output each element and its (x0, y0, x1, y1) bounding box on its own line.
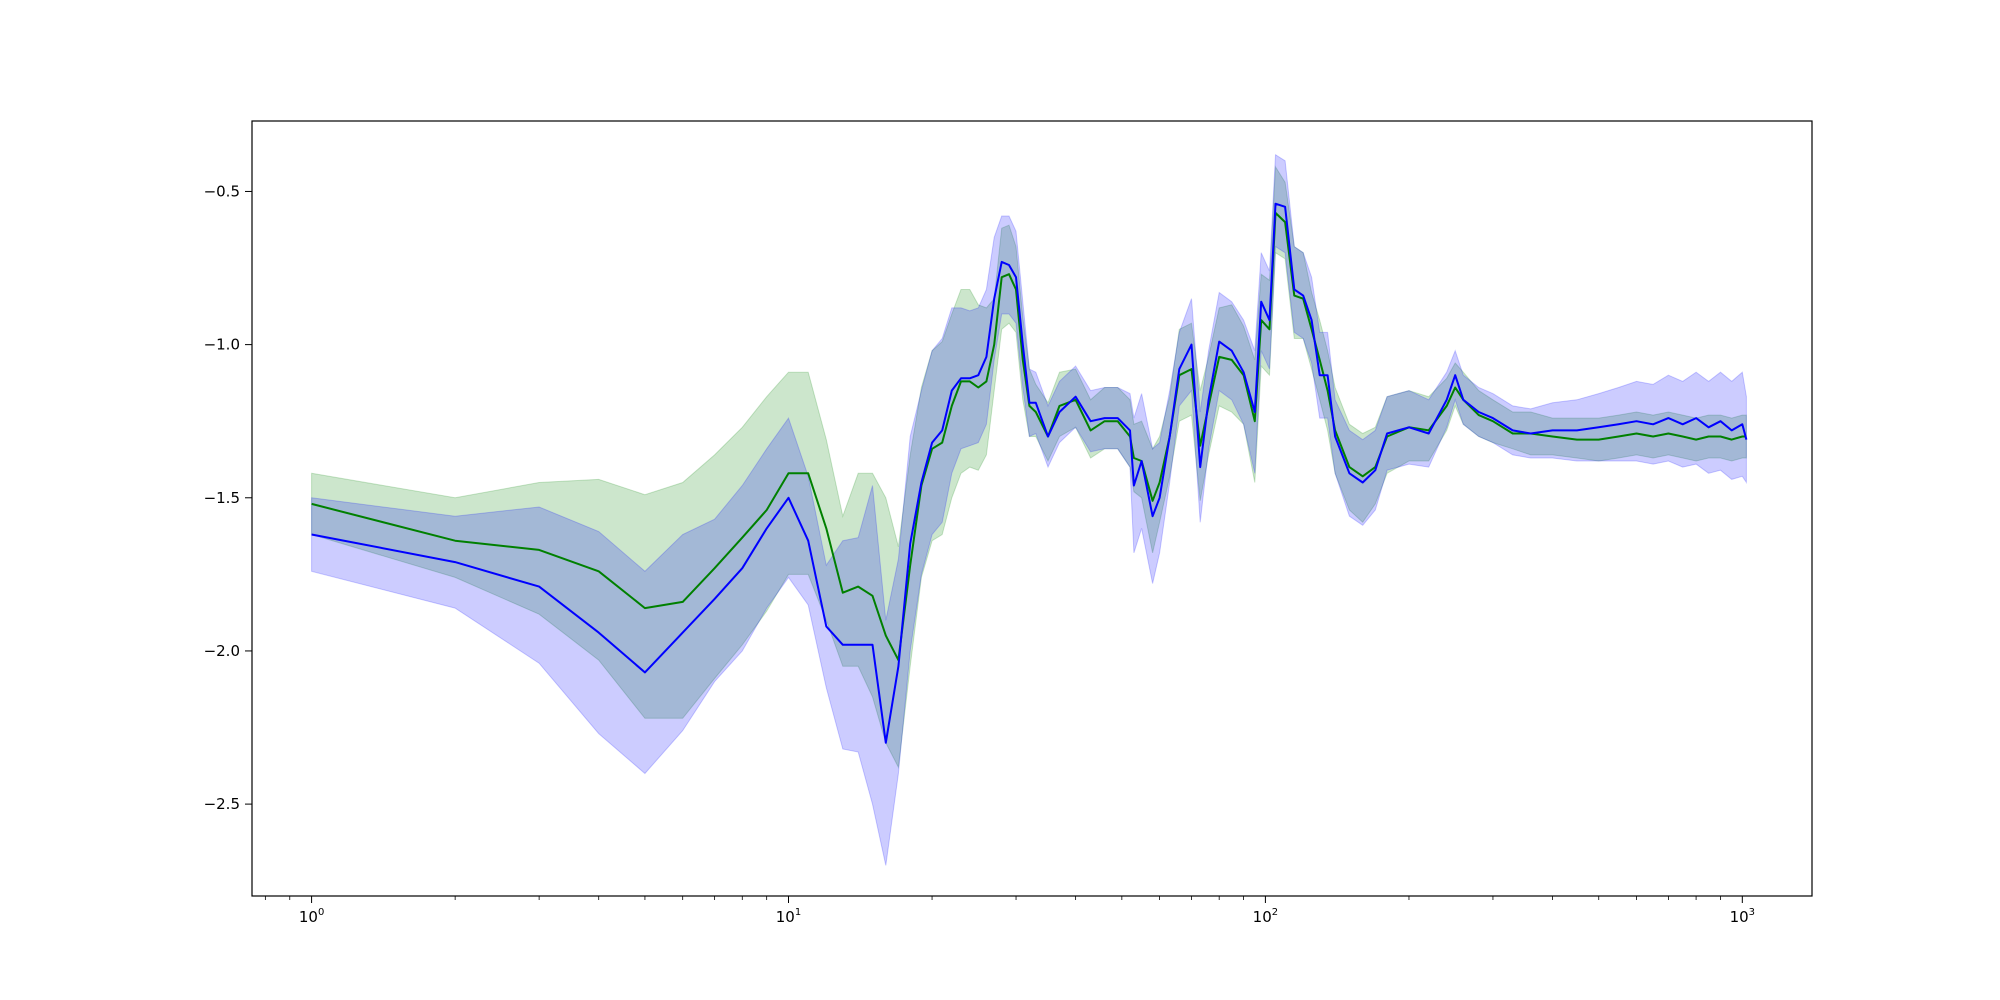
x-tick-label: 102 (1253, 907, 1278, 926)
series-lines (311, 202, 1748, 744)
x-tick-label: 103 (1730, 907, 1755, 926)
line-series-2 (311, 202, 1748, 744)
x-axis-ticks: 100 101 102 103 (264, 896, 1755, 926)
y-tick-label: −2.0 (204, 642, 240, 660)
confidence-bands (311, 153, 1747, 866)
y-tick-label: −1.0 (204, 336, 240, 354)
x-tick-label: 100 (299, 907, 324, 926)
x-tick-label: 101 (776, 907, 801, 926)
band-series-1 (311, 165, 1747, 769)
y-tick-label: −1.5 (204, 489, 240, 507)
plot-frame (251, 120, 1813, 897)
y-axis-ticks: −0.5 −1.0 −1.5 −2.0 −2.5 (204, 182, 252, 813)
y-tick-label: −0.5 (204, 182, 240, 200)
y-tick-label: −2.5 (204, 795, 240, 813)
band-series-2 (311, 153, 1747, 866)
